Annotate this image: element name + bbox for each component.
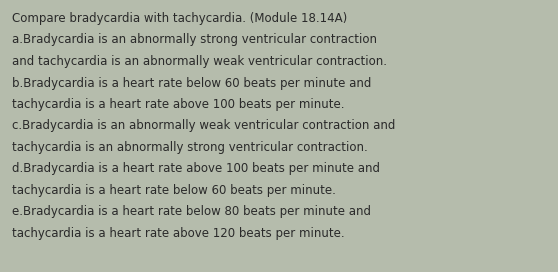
Text: tachycardia is a heart rate above 100 beats per minute.: tachycardia is a heart rate above 100 be… (12, 98, 344, 111)
Text: tachycardia is an abnormally strong ventricular contraction.: tachycardia is an abnormally strong vent… (12, 141, 368, 154)
Text: and tachycardia is an abnormally weak ventricular contraction.: and tachycardia is an abnormally weak ve… (12, 55, 387, 68)
Text: d.Bradycardia is a heart rate above 100 beats per minute and: d.Bradycardia is a heart rate above 100 … (12, 162, 380, 175)
Text: tachycardia is a heart rate above 120 beats per minute.: tachycardia is a heart rate above 120 be… (12, 227, 345, 240)
Text: tachycardia is a heart rate below 60 beats per minute.: tachycardia is a heart rate below 60 bea… (12, 184, 336, 197)
Text: b.Bradycardia is a heart rate below 60 beats per minute and: b.Bradycardia is a heart rate below 60 b… (12, 76, 372, 89)
Text: Compare bradycardia with tachycardia. (Module 18.14A): Compare bradycardia with tachycardia. (M… (12, 12, 347, 25)
Text: c.Bradycardia is an abnormally weak ventricular contraction and: c.Bradycardia is an abnormally weak vent… (12, 119, 396, 132)
Text: e.Bradycardia is a heart rate below 80 beats per minute and: e.Bradycardia is a heart rate below 80 b… (12, 206, 371, 218)
Text: a.Bradycardia is an abnormally strong ventricular contraction: a.Bradycardia is an abnormally strong ve… (12, 33, 377, 47)
